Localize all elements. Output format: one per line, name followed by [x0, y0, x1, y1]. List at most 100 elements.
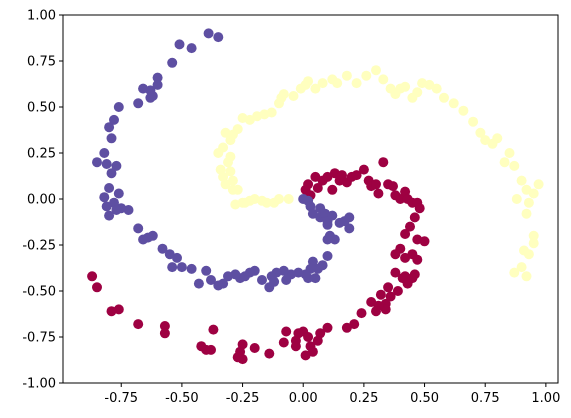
- data-point: [392, 286, 403, 296]
- data-point: [310, 83, 321, 94]
- data-point: [133, 223, 144, 234]
- data-point: [351, 78, 362, 89]
- data-point: [431, 83, 442, 94]
- data-point: [138, 83, 149, 94]
- data-point: [317, 78, 328, 89]
- data-point: [371, 65, 381, 76]
- data-point: [230, 199, 241, 210]
- data-point: [448, 98, 459, 109]
- data-point: [152, 72, 163, 83]
- data-point: [109, 114, 119, 125]
- data-point: [395, 194, 406, 204]
- data-point: [288, 91, 299, 101]
- data-point: [327, 184, 338, 195]
- data-point: [172, 252, 182, 263]
- data-point: [290, 341, 301, 352]
- data-point: [159, 328, 170, 339]
- data-point: [344, 223, 355, 234]
- data-point: [138, 234, 149, 245]
- data-point: [468, 116, 479, 127]
- data-point: [329, 234, 340, 245]
- data-point: [341, 70, 352, 81]
- data-point: [521, 208, 532, 219]
- data-point: [152, 79, 163, 90]
- data-point: [111, 160, 122, 171]
- data-point: [92, 157, 102, 168]
- data-point: [87, 271, 98, 282]
- data-point: [405, 221, 415, 232]
- data-point: [193, 278, 204, 289]
- data-point: [303, 179, 314, 190]
- data-point: [516, 262, 527, 273]
- data-point: [400, 81, 411, 92]
- y-tick-label: -0.25: [22, 239, 56, 254]
- data-point: [218, 142, 229, 153]
- data-point: [511, 194, 522, 204]
- data-point: [371, 306, 381, 317]
- data-point: [305, 341, 316, 352]
- data-point: [225, 166, 236, 177]
- data-point: [371, 179, 381, 190]
- data-point: [92, 282, 102, 293]
- data-point: [300, 350, 311, 361]
- data-point: [104, 122, 115, 133]
- x-tick-label: 1.00: [531, 391, 560, 406]
- data-point: [101, 159, 112, 169]
- data-point: [176, 262, 187, 273]
- x-axis: -0.75 -0.50 -0.25 0.00 0.25 0.50 0.75 1.00: [104, 383, 560, 406]
- y-axis: -1.00 -0.75 -0.50 -0.25 0.00 0.25 0.50 0.75 1.00: [22, 9, 63, 392]
- data-point: [201, 265, 212, 276]
- data-point: [99, 148, 110, 158]
- data-point: [111, 205, 122, 215]
- data-point: [504, 148, 515, 158]
- data-point: [390, 249, 401, 260]
- data-point: [213, 280, 224, 291]
- data-point: [278, 89, 289, 100]
- data-point: [533, 179, 544, 190]
- y-tick-label: -0.75: [22, 331, 56, 346]
- data-point: [220, 127, 231, 138]
- data-point: [303, 76, 314, 87]
- data-point: [223, 271, 233, 282]
- x-tick-label: -0.75: [104, 391, 138, 406]
- data-point: [310, 273, 321, 284]
- data-point: [344, 212, 355, 223]
- plot-area: [87, 28, 544, 365]
- data-point: [341, 322, 352, 333]
- data-point: [186, 263, 197, 274]
- y-tick-label: -1.00: [22, 377, 56, 392]
- data-point: [528, 230, 539, 241]
- data-point: [409, 212, 420, 223]
- y-tick-label: 0.50: [27, 101, 56, 116]
- data-point: [196, 341, 207, 352]
- data-point: [390, 267, 401, 278]
- data-point: [458, 105, 469, 116]
- data-point: [499, 157, 510, 168]
- y-tick-label: -0.50: [22, 285, 56, 300]
- data-point: [402, 278, 413, 289]
- data-point: [227, 175, 238, 186]
- y-tick-label: 1.00: [27, 9, 56, 24]
- data-point: [145, 92, 156, 103]
- data-point: [206, 275, 216, 285]
- data-point: [419, 236, 430, 247]
- data-point: [133, 98, 144, 109]
- data-point: [383, 282, 394, 293]
- data-point: [232, 352, 243, 363]
- data-point: [521, 271, 532, 282]
- data-point: [225, 151, 236, 162]
- data-point: [104, 210, 115, 221]
- data-point: [167, 262, 178, 273]
- data-point: [332, 78, 343, 89]
- data-point: [361, 70, 372, 81]
- data-point: [133, 319, 144, 330]
- data-point: [249, 343, 260, 353]
- data-point: [356, 308, 367, 319]
- data-point: [312, 335, 323, 346]
- y-tick-label: 0.75: [27, 55, 56, 70]
- data-point: [281, 326, 292, 337]
- data-point: [213, 32, 224, 43]
- data-point: [322, 251, 333, 261]
- x-tick-label: 0.75: [471, 391, 500, 406]
